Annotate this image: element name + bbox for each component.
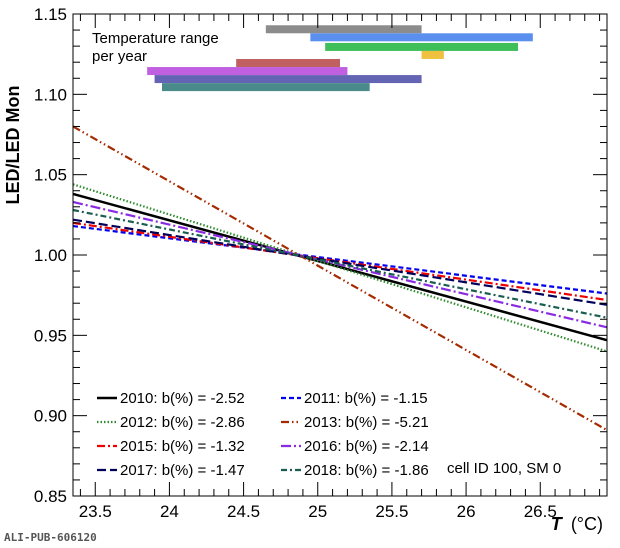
temp-range-bar-5 <box>147 67 348 76</box>
temp-range-bar-4 <box>236 59 340 68</box>
y-tick-label: 1.05 <box>34 166 67 185</box>
y-axis-title: LED/LED Mon <box>3 86 23 205</box>
temp-range-bar-3 <box>421 50 444 59</box>
temp-range-bar-1 <box>310 33 533 42</box>
y-tick-label: 0.90 <box>34 407 67 426</box>
series-line-4 <box>72 221 608 302</box>
x-axis-title: T (°C) <box>551 514 603 534</box>
x-tick-label: 25.5 <box>375 502 408 521</box>
y-tick-label: 0.85 <box>34 487 67 506</box>
temp-range-bar-6 <box>154 75 422 84</box>
y-tick-label: 1.00 <box>34 246 67 265</box>
range-title-line1: Temperature range <box>92 30 219 47</box>
x-tick-label: 23.5 <box>79 502 112 521</box>
series-line-7 <box>72 208 608 319</box>
y-tick-label: 1.15 <box>34 5 67 24</box>
legend-label-3: 2013: b(%) = -5.21 <box>304 414 429 431</box>
series-line-1 <box>72 224 608 295</box>
temp-range-bar-2 <box>325 42 518 51</box>
series-line-2 <box>72 183 608 353</box>
legend-label-2: 2012: b(%) = -2.86 <box>120 414 245 431</box>
plot-background <box>73 14 607 496</box>
range-title-line2: per year <box>92 48 147 65</box>
temp-range-bar-7 <box>162 83 370 92</box>
axis-ticks: 23.5 24 24.5 25 25.5 26 26.5 0.85 0.90 0.95 1.00 1.… <box>34 5 607 521</box>
temperature-range-bars <box>147 25 533 92</box>
series-line-6 <box>72 218 608 306</box>
x-tick-label: 24.5 <box>227 502 260 521</box>
publication-id: ALI-PUB-606120 <box>4 531 97 544</box>
y-tick-label: 0.95 <box>34 326 67 345</box>
x-tick-label: 25 <box>308 502 327 521</box>
legend-label-6: 2017: b(%) = -1.47 <box>120 462 245 479</box>
series-lines <box>72 125 608 432</box>
legend-label-4: 2015: b(%) = -1.32 <box>120 438 245 455</box>
legend-label-0: 2010: b(%) = -2.52 <box>120 390 245 407</box>
x-tick-label: 24 <box>160 502 179 521</box>
x-axis-title-var: T <box>551 514 564 534</box>
legend-label-5: 2016: b(%) = -2.14 <box>304 438 429 455</box>
x-axis-title-unit: (°C) <box>571 514 603 534</box>
x-tick-label: 26 <box>457 502 476 521</box>
series-line-0 <box>72 192 608 342</box>
x-tick-label: 26.5 <box>524 502 557 521</box>
legend-label-7: 2018: b(%) = -1.86 <box>304 462 429 479</box>
legend: 2010: b(%) = -2.52 2011: b(%) = -1.15 2012… <box>97 390 429 479</box>
series-line-5 <box>72 200 608 329</box>
temp-range-bar-0 <box>265 25 422 34</box>
legend-label-1: 2011: b(%) = -1.15 <box>304 390 428 407</box>
cell-label: cell ID 100, SM 0 <box>447 460 561 477</box>
y-tick-label: 1.10 <box>34 85 67 104</box>
series-line-3 <box>72 125 608 432</box>
